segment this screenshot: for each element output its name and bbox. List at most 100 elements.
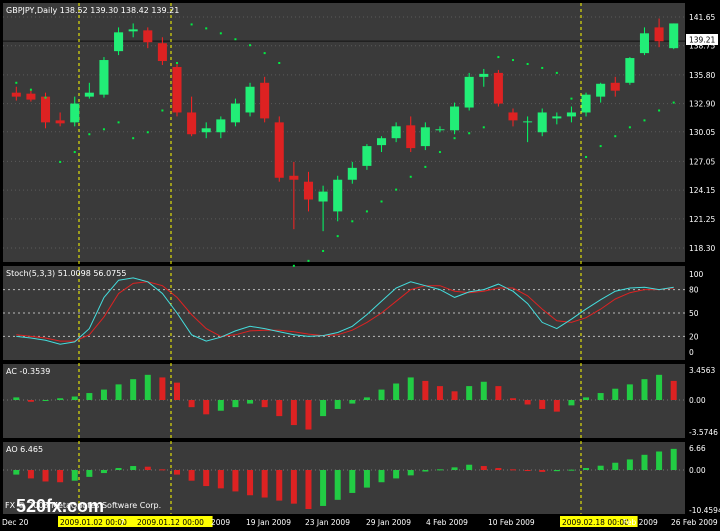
candle-body <box>157 43 167 62</box>
ac-panel[interactable] <box>3 364 685 438</box>
candle-body <box>464 76 474 108</box>
time-label-highlight <box>135 516 213 527</box>
candle-body <box>303 181 314 200</box>
ac-bar <box>276 400 283 417</box>
ao-bar <box>13 470 20 475</box>
grid-lines <box>3 16 685 471</box>
ao-bar <box>539 470 546 472</box>
ao-bar <box>57 470 64 483</box>
ac-series <box>13 374 677 430</box>
sar-dot <box>409 175 412 178</box>
price-tick-label: 132.90 <box>689 100 715 109</box>
ac-bar <box>13 397 20 400</box>
sar-dot <box>132 137 135 140</box>
stoch-panel-label: Stoch(5,3,3) 51.0098 56.0755 <box>6 269 126 278</box>
ac-bar <box>597 393 604 400</box>
ao-bar <box>626 459 633 470</box>
candle-body <box>479 73 489 77</box>
ao-bar <box>42 470 49 482</box>
candle-body <box>566 112 576 117</box>
candle-body <box>581 94 591 113</box>
ao-bar <box>334 470 341 500</box>
ac-bar <box>480 381 487 400</box>
ao-bar <box>641 454 648 470</box>
sar-dot <box>29 88 32 91</box>
price-tick-label: 118.30 <box>689 244 715 253</box>
ao-bar <box>290 470 297 504</box>
sar-dot <box>176 62 178 65</box>
ac-bar <box>130 379 137 400</box>
sar-dot <box>263 52 266 55</box>
candle-body <box>26 93 36 100</box>
candle-body <box>216 119 226 133</box>
ao-bar <box>159 469 166 471</box>
candle-body <box>552 116 562 119</box>
ao-panel[interactable] <box>3 442 685 514</box>
ao-bar <box>553 470 560 472</box>
ao-tick-label: -10.4594 <box>689 506 720 515</box>
ac-bar <box>466 386 473 400</box>
sar-dot <box>468 132 471 135</box>
stoch-series <box>16 277 674 345</box>
price-tick-label: 138.75 <box>689 42 715 51</box>
ac-bar <box>159 377 166 400</box>
ao-bar <box>320 470 327 506</box>
candle-body <box>450 106 460 131</box>
ac-bar <box>247 400 254 404</box>
ac-bar <box>378 389 385 400</box>
candle-body <box>114 32 124 52</box>
sar-dot <box>234 38 237 41</box>
ac-tick-label: 3.4563 <box>689 366 715 375</box>
ao-bar <box>174 470 180 475</box>
time-axis-label: Feb 2009 <box>623 518 658 527</box>
ac-panel-label: AC -0.3539 <box>6 367 50 376</box>
sar-dot <box>278 62 281 65</box>
stoch-main-line <box>16 277 674 345</box>
ac-bar <box>612 388 619 400</box>
candle-body <box>610 82 620 91</box>
candle-body <box>347 167 357 180</box>
price-panel[interactable] <box>3 3 685 262</box>
ac-bar <box>626 384 633 400</box>
watermark-logo: 520fx.com <box>16 496 104 516</box>
ao-bar <box>407 470 414 476</box>
ac-bar <box>320 400 327 417</box>
ao-bar <box>188 470 195 481</box>
ac-bar <box>393 383 400 400</box>
ao-bar <box>247 470 254 496</box>
time-axis-label: 2009.02.18 00:00 <box>562 518 629 527</box>
sar-dot <box>599 145 602 148</box>
stoch-tick-label: 80 <box>689 286 699 295</box>
sar-dot <box>424 165 427 168</box>
sar-dot <box>497 56 500 59</box>
candle-body <box>274 122 284 178</box>
sar-dot <box>482 126 485 129</box>
ao-bar <box>451 467 458 470</box>
candle-body <box>40 96 51 123</box>
price-panel-label: GBPJPY,Daily 138.52 139.30 138.42 139.21 <box>6 6 179 15</box>
stoch-tick-label: 0 <box>689 348 694 357</box>
candle-body <box>187 112 197 135</box>
ac-bar <box>407 377 414 400</box>
sar-dot <box>336 235 339 238</box>
sar-dot <box>585 155 588 158</box>
sar-dot <box>59 160 62 163</box>
sar-dot <box>249 44 252 47</box>
candle-body <box>508 112 518 121</box>
price-tick-label: 141.65 <box>689 13 715 22</box>
candle-body <box>523 121 533 123</box>
sar-dot <box>658 109 661 112</box>
ac-bar <box>71 396 78 400</box>
candle-body <box>639 33 650 54</box>
ac-bar <box>203 400 210 415</box>
copyright-text: FX © 2008 MetaQuotes Software Corp. <box>5 501 161 510</box>
sar-dot <box>15 81 18 84</box>
ao-bar <box>378 470 385 483</box>
candle-body <box>435 129 445 131</box>
price-tick-label: 127.05 <box>689 157 715 166</box>
ac-bar <box>510 398 516 400</box>
candle-body <box>420 127 430 147</box>
ao-bar <box>670 448 677 470</box>
ao-bar <box>261 470 268 498</box>
